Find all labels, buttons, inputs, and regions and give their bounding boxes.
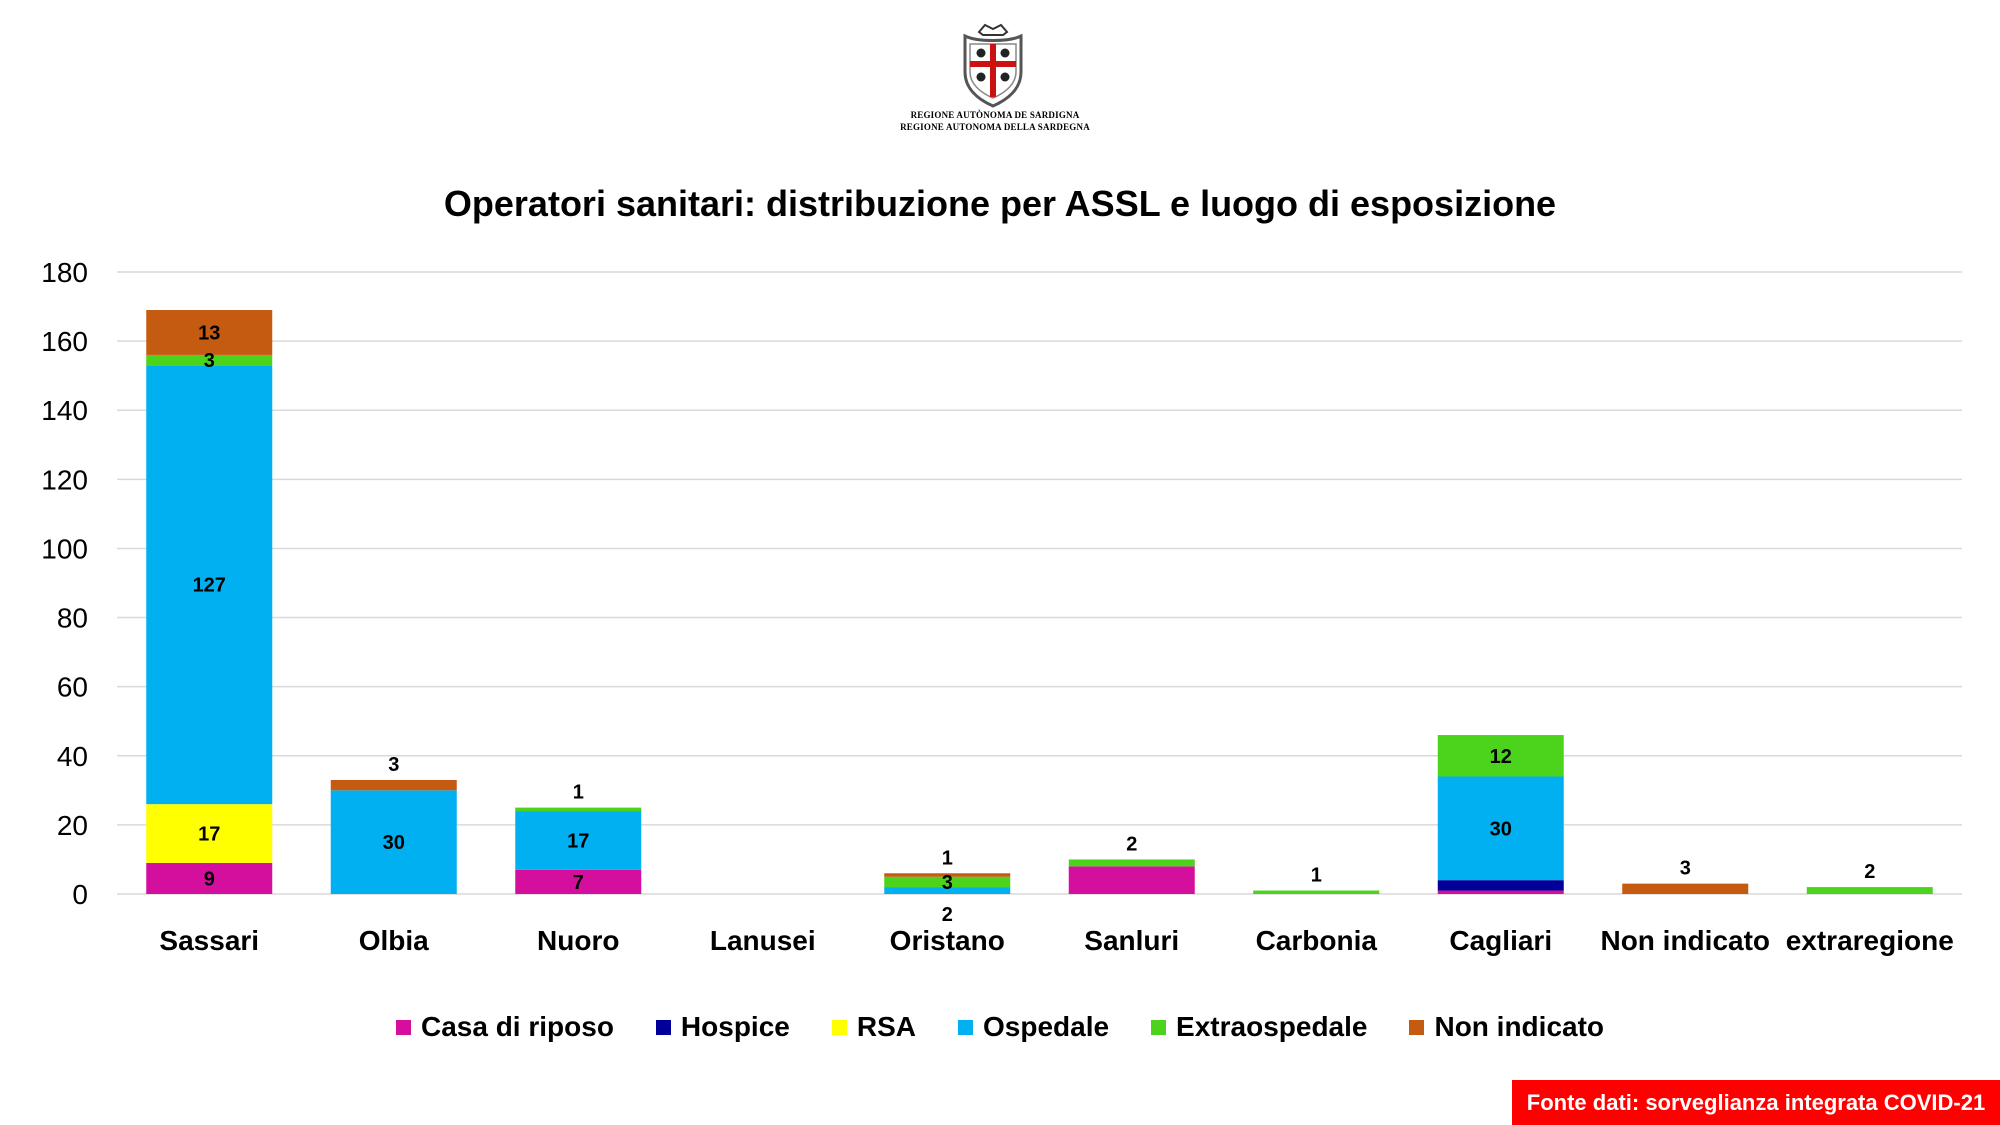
legend-item-rsa: RSA [831, 1011, 916, 1043]
logo-caption-sardinian: REGIONE AUTÒNOMA DE SARDIGNA [910, 110, 1080, 120]
x-tick-label: Sanluri [1084, 925, 1179, 956]
data-label: 13 [198, 322, 220, 344]
bar-sanluri-casa-di-riposo [1068, 866, 1195, 894]
data-label: 9 [204, 868, 215, 890]
y-tick-label: 120 [41, 464, 88, 495]
legend-label: RSA [856, 1011, 916, 1042]
bar-nuoro-extraospedale [515, 807, 642, 812]
bar-oristano-ospedale [884, 887, 1011, 894]
bar-olbia-non-indicato [330, 779, 457, 791]
data-label: 17 [567, 830, 589, 852]
legend-swatch [1409, 1019, 1425, 1035]
sardinia-coat-of-arms-icon [963, 23, 1023, 108]
bar-sassari-ospedale [146, 365, 273, 805]
legend-label: Ospedale [982, 1011, 1110, 1042]
x-tick-label: Nuoro [537, 925, 619, 956]
x-tick-label: Non indicato [1600, 925, 1770, 956]
x-tick-label: Olbia [359, 925, 429, 956]
y-tick-label: 40 [57, 741, 88, 772]
legend-swatch [957, 1019, 973, 1035]
bar-sassari-extraospedale [146, 354, 273, 366]
bar-cagliari-extraospedale [1437, 735, 1564, 777]
bar-extraregione-extraospedale [1806, 887, 1933, 894]
legend-label: Hospice [680, 1011, 790, 1042]
bar-carbonia-extraospedale [1253, 890, 1380, 894]
bar-sassari-non-indicato [146, 310, 273, 355]
chart-legend: Casa di riposo Hospice RSA Ospedale Extraosp… [0, 1011, 2000, 1043]
chart-title: Operatori sanitari: distribuzione per AS… [443, 183, 1557, 224]
x-tick-label: extraregione [1786, 925, 1954, 956]
bar-sanluri-extraospedale [1068, 859, 1195, 867]
y-tick-label: 60 [57, 672, 88, 703]
data-label: 30 [383, 832, 405, 854]
legend-label: Non indicato [1434, 1011, 1605, 1042]
legend-item-casa-di-riposo: Casa di riposo [395, 1011, 614, 1043]
y-tick-label: 160 [41, 326, 88, 357]
data-label: 1 [573, 782, 584, 804]
data-label: 3 [1680, 858, 1691, 880]
legend-item-ospedale: Ospedale [957, 1011, 1110, 1043]
bar-nuoro-casa-di-riposo [515, 869, 642, 894]
legend-item-non-indicato: Non indicato [1409, 1011, 1604, 1043]
bar-oristano-non-indicato [884, 873, 1011, 877]
y-tick-label: 0 [72, 879, 88, 910]
legend-swatch [831, 1019, 847, 1035]
legend-label: Extraospedale [1176, 1011, 1368, 1042]
data-label: 2 [1126, 833, 1137, 855]
data-label: 127 [193, 575, 226, 597]
x-tick-label: Lanusei [710, 925, 816, 956]
legend-swatch [1151, 1019, 1167, 1035]
data-label: 2 [1864, 861, 1875, 883]
bar-nuoro-ospedale [515, 811, 642, 870]
bar-cagliari-ospedale [1437, 776, 1564, 881]
data-label: 7 [573, 872, 584, 894]
data-label: 3 [388, 754, 399, 776]
data-label: 17 [198, 824, 220, 846]
source-banner: Fonte dati: sorveglianza integrata COVID… [1512, 1080, 2000, 1125]
data-label: 30 [1490, 818, 1512, 840]
logo-caption-italian: REGIONE AUTONOMA DELLA SARDEGNA [900, 122, 1090, 132]
data-label: 12 [1490, 746, 1512, 768]
bar-sassari-rsa [146, 804, 273, 863]
data-label: 3 [204, 350, 215, 372]
legend-label: Casa di riposo [420, 1011, 614, 1042]
x-tick-label: Oristano [890, 925, 1005, 956]
x-tick-label: Cagliari [1449, 925, 1552, 956]
legend-item-extraospedale: Extraospedale [1151, 1011, 1367, 1043]
x-tick-label: Carbonia [1256, 925, 1378, 956]
legend-item-hospice: Hospice [655, 1011, 790, 1043]
bar-non-indicato-non-indicato [1622, 883, 1749, 894]
bar-olbia-ospedale [330, 790, 457, 894]
data-label: 1 [942, 847, 953, 869]
data-label: 2 [942, 904, 953, 926]
y-tick-label: 80 [57, 603, 88, 634]
bar-sassari-casa-di-riposo [146, 862, 273, 894]
y-tick-label: 140 [41, 395, 88, 426]
source-text: Fonte dati: sorveglianza integrata COVID… [1526, 1089, 1986, 1115]
stacked-bar-chart: 0 20 40 60 80 100 120 140 160 180 Sassari Olbia Nuor… [41, 257, 1962, 956]
legend-swatch [395, 1019, 411, 1035]
bar-oristano-extraospedale [884, 876, 1011, 888]
data-label: 3 [942, 872, 953, 894]
legend-swatch [655, 1019, 671, 1035]
y-tick-label: 180 [41, 257, 88, 288]
x-tick-label: Sassari [159, 925, 259, 956]
y-tick-label: 100 [41, 533, 88, 564]
bar-cagliari-casa-di-riposo [1437, 890, 1564, 894]
data-label: 1 [1311, 865, 1322, 887]
y-tick-label: 20 [57, 810, 88, 841]
bar-cagliari-hospice [1437, 880, 1564, 891]
